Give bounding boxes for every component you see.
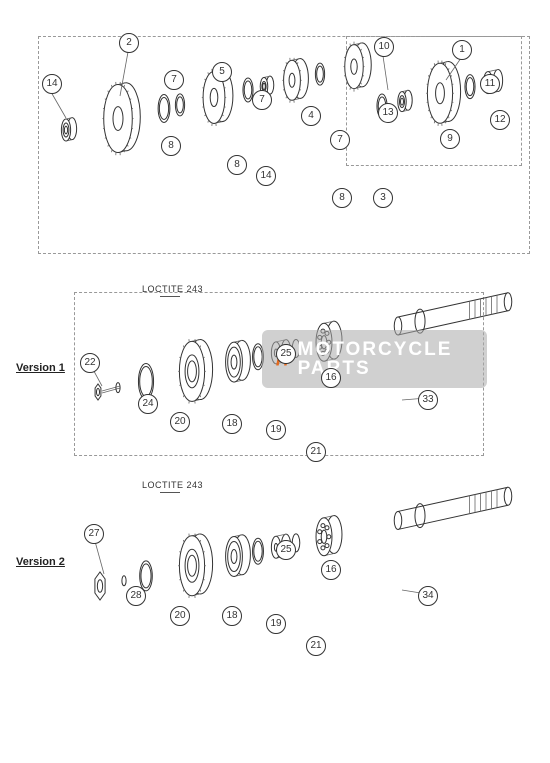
loctite-note: LOCTITE 243 <box>142 480 203 490</box>
callout-16: 16 <box>321 368 341 388</box>
version-2-label: Version 2 <box>16 556 65 568</box>
callout-18: 18 <box>222 606 242 626</box>
callout-1: 1 <box>452 40 472 60</box>
callout-19: 19 <box>266 614 286 634</box>
callout-5: 5 <box>212 62 232 82</box>
callout-13: 13 <box>378 103 398 123</box>
callout-8: 8 <box>161 136 181 156</box>
diagram-canvas: // MOTORCYCLE PARTS Version 1 Version 2 … <box>0 0 550 763</box>
callout-20: 20 <box>170 606 190 626</box>
callout-8: 8 <box>332 188 352 208</box>
callout-16: 16 <box>321 560 341 580</box>
callout-34: 34 <box>418 586 438 606</box>
callout-28: 28 <box>126 586 146 606</box>
callout-22: 22 <box>80 353 100 373</box>
callout-2: 2 <box>119 33 139 53</box>
callout-9: 9 <box>440 129 460 149</box>
callout-3: 3 <box>373 188 393 208</box>
watermark-line1: MOTORCYCLE <box>298 340 453 359</box>
callout-8: 8 <box>227 155 247 175</box>
callout-20: 20 <box>170 412 190 432</box>
callout-7: 7 <box>330 130 350 150</box>
callout-21: 21 <box>306 636 326 656</box>
callout-21: 21 <box>306 442 326 462</box>
callout-4: 4 <box>301 106 321 126</box>
callout-33: 33 <box>418 390 438 410</box>
callout-11: 11 <box>480 74 500 94</box>
callout-14: 14 <box>256 166 276 186</box>
callout-7: 7 <box>164 70 184 90</box>
callout-12: 12 <box>490 110 510 130</box>
callout-7: 7 <box>252 90 272 110</box>
callout-27: 27 <box>84 524 104 544</box>
callout-24: 24 <box>138 394 158 414</box>
callout-18: 18 <box>222 414 242 434</box>
callout-14: 14 <box>42 74 62 94</box>
loctite-note: LOCTITE 243 <box>142 284 203 294</box>
callout-25: 25 <box>276 540 296 560</box>
leader-line <box>160 492 180 493</box>
watermark-badge: // MOTORCYCLE PARTS <box>262 330 487 388</box>
callout-10: 10 <box>374 37 394 57</box>
callout-25: 25 <box>276 344 296 364</box>
callout-19: 19 <box>266 420 286 440</box>
leader-line <box>160 296 180 297</box>
version-1-label: Version 1 <box>16 362 65 374</box>
